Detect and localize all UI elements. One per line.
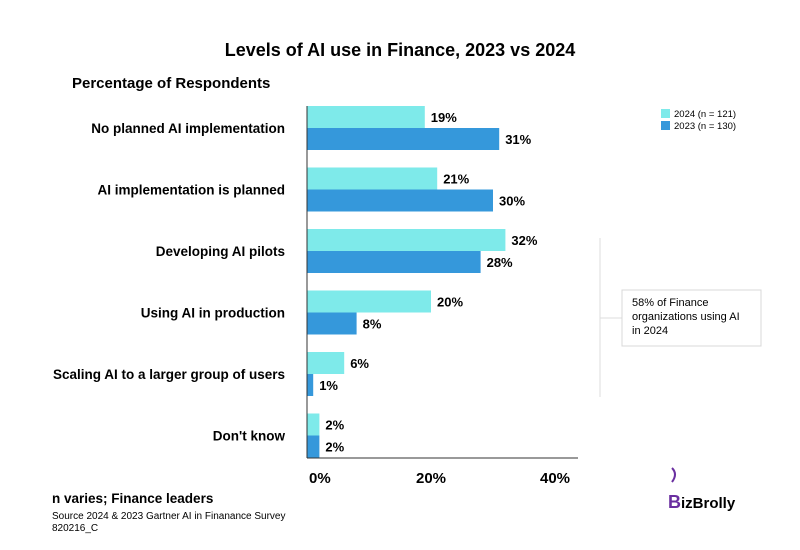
chart-subtitle: Percentage of Respondents <box>72 75 270 92</box>
bar-series2 <box>307 312 357 335</box>
annotation-text: 58% of Finance organizations using AI in 2… <box>632 297 740 337</box>
bar-series2 <box>307 251 481 273</box>
bar-value-label: 32% <box>511 233 537 248</box>
bar-value-label: 1% <box>319 378 338 393</box>
category-labels: No planned AI implementation AI implement… <box>53 121 286 444</box>
x-tick-label: 40% <box>540 470 570 487</box>
footnote-code: 820216_C <box>52 523 98 534</box>
bar-series2 <box>307 128 500 150</box>
x-tick-labels: 0% 20% 40% <box>309 470 570 487</box>
legend-label: 2023 (n = 130) <box>674 121 736 132</box>
bar-value-label: 2% <box>325 418 344 433</box>
bar-value-label: 6% <box>350 356 369 371</box>
value-labels: 19% 31% 21% 30% 32% 28% 20% 8% 6% 1% 2% 2% <box>319 110 538 455</box>
x-tick-label: 0% <box>309 470 331 487</box>
bar-series1 <box>307 290 431 313</box>
logo-wordmark: izBrolly <box>681 495 736 512</box>
chart-title: Levels of AI use in Finance, 2023 vs 202… <box>225 40 576 60</box>
bar-series1 <box>307 413 320 436</box>
bars-group <box>307 106 506 458</box>
bar-value-label: 28% <box>487 255 513 270</box>
logo-swoosh-icon <box>671 467 676 483</box>
bar-value-label: 21% <box>443 172 469 187</box>
legend-label: 2024 (n = 121) <box>674 109 736 120</box>
logo-letter: B <box>668 492 681 512</box>
x-tick-label: 20% <box>416 470 446 487</box>
footnote-source: Source 2024 & 2023 Gartner AI in Finanan… <box>52 511 285 522</box>
bar-series1 <box>307 352 345 374</box>
footnote-note: n varies; Finance leaders <box>52 491 213 506</box>
bizbrolly-logo: B izBrolly <box>668 467 736 512</box>
bar-value-label: 8% <box>363 317 382 332</box>
category-label: Scaling AI to a larger group of users <box>53 367 285 382</box>
category-label: AI implementation is planned <box>97 183 285 198</box>
bar-value-label: 31% <box>505 132 531 147</box>
bar-value-label: 20% <box>437 295 463 310</box>
bar-series2 <box>307 435 320 458</box>
category-label: Developing AI pilots <box>156 244 285 259</box>
bar-series1 <box>307 167 438 190</box>
annotation-box <box>621 289 762 347</box>
bar-series2 <box>307 374 314 396</box>
legend-swatch <box>661 121 670 130</box>
bar-value-label: 2% <box>325 440 344 455</box>
bar-series1 <box>307 229 506 251</box>
bar-value-label: 19% <box>431 110 457 125</box>
category-label: No planned AI implementation <box>91 121 285 136</box>
category-label: Using AI in production <box>141 306 285 321</box>
legend: 2024 (n = 121)2023 (n = 130) <box>661 109 736 132</box>
category-label: Don't know <box>213 429 286 444</box>
bar-series1 <box>307 106 425 128</box>
bar-value-label: 30% <box>499 194 525 209</box>
legend-swatch <box>661 109 670 118</box>
bar-series2 <box>307 189 493 212</box>
